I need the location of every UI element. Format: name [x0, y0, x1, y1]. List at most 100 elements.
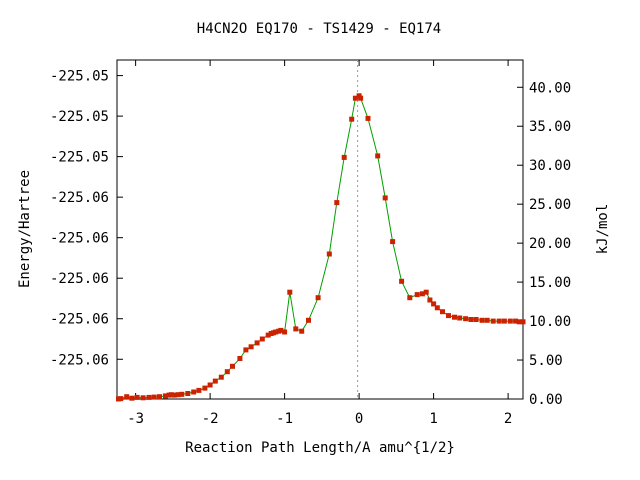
- data-point: [218, 374, 224, 380]
- data-point: [334, 200, 340, 206]
- data-point: [306, 317, 311, 323]
- data-point: [196, 387, 202, 393]
- data-point: [237, 356, 243, 361]
- data-point: [423, 289, 429, 295]
- data-point: [407, 295, 413, 301]
- data-point: [349, 116, 355, 122]
- data-point: [151, 394, 157, 400]
- x-tick-label: -1: [276, 411, 293, 427]
- data-point: [457, 315, 463, 321]
- chart-title: H4CN2O EQ170 - TS1429 - EQ174: [197, 21, 441, 37]
- data-point: [273, 329, 279, 335]
- data-point: [479, 317, 485, 323]
- x-tick-label: -2: [202, 411, 219, 427]
- data-point: [516, 319, 522, 325]
- data-point: [175, 392, 181, 398]
- data-point: [168, 392, 174, 398]
- left-tick-label: -225.05: [50, 150, 109, 166]
- x-tick-label: 0: [355, 411, 363, 427]
- data-point: [352, 95, 358, 101]
- data-point: [179, 391, 185, 397]
- series-line: [118, 95, 523, 400]
- data-point: [230, 363, 235, 369]
- left-tick-label: -225.06: [50, 352, 109, 368]
- left-tick-label: -225.06: [50, 312, 109, 328]
- data-point: [473, 317, 479, 322]
- data-point: [254, 340, 260, 346]
- data-point: [520, 319, 526, 325]
- x-tick-label: 1: [429, 411, 437, 427]
- left-tick-label: -225.06: [50, 231, 109, 247]
- left-tick-label: -225.06: [50, 271, 109, 287]
- data-point: [326, 251, 332, 257]
- data-point: [265, 332, 271, 338]
- data-point: [358, 95, 364, 101]
- data-point: [129, 395, 135, 401]
- right-kjmol-axis: 40.00 35.00 30.00 25.00 20.00 15.00 10.00 5.00 0…: [517, 80, 571, 408]
- data-point: [315, 295, 321, 301]
- right-tick-label: 20.00: [529, 236, 571, 252]
- data-point: [446, 313, 451, 319]
- data-point: [140, 395, 146, 401]
- data-point: [212, 378, 218, 384]
- data-point: [248, 344, 254, 350]
- x-axis-label: Reaction Path Length/A amu^{1/2}: [185, 440, 455, 456]
- data-point: [341, 154, 347, 160]
- data-point: [440, 309, 445, 315]
- data-point: [513, 318, 519, 324]
- x-tick-label: 2: [504, 411, 512, 427]
- data-point: [202, 385, 208, 391]
- data-point: [419, 291, 425, 297]
- data-point: [452, 314, 457, 320]
- data-point: [293, 326, 299, 332]
- right-tick-label: 5.00: [529, 353, 563, 369]
- data-point: [496, 318, 502, 324]
- right-tick-label: 40.00: [529, 80, 571, 96]
- data-point: [399, 278, 405, 284]
- left-y-axis-label: Energy/Hartree: [17, 170, 33, 288]
- data-point: [146, 394, 152, 400]
- data-point: [243, 347, 249, 353]
- data-point-markers: [116, 93, 526, 402]
- data-point: [382, 195, 388, 201]
- data-point: [507, 318, 513, 324]
- left-energy-axis: -225.05 -225.05 -225.05 -225.06 -225.06 -225.…: [50, 69, 123, 368]
- x-axis: -3 -2 -1 0 1 2: [127, 60, 512, 427]
- x-tick-label: -3: [127, 411, 144, 427]
- data-point: [431, 301, 437, 307]
- left-tick-label: -225.05: [50, 69, 109, 85]
- data-point: [468, 317, 474, 322]
- data-point: [134, 394, 140, 400]
- data-point: [118, 396, 124, 402]
- data-point: [224, 369, 230, 375]
- data-point: [287, 289, 293, 295]
- data-point: [390, 239, 396, 245]
- data-point: [463, 316, 469, 322]
- data-point: [171, 392, 177, 398]
- data-point: [185, 391, 191, 396]
- left-tick-label: -225.06: [50, 190, 109, 206]
- data-point: [207, 382, 213, 388]
- right-tick-label: 10.00: [529, 314, 571, 330]
- data-point: [490, 318, 496, 324]
- plot-frame: [116, 59, 524, 400]
- data-point: [427, 297, 433, 303]
- data-point: [299, 328, 305, 334]
- right-tick-label: 0.00: [529, 392, 563, 408]
- data-point: [501, 318, 507, 324]
- data-point: [259, 336, 265, 342]
- left-tick-label: -225.05: [50, 109, 109, 125]
- data-point: [278, 327, 284, 333]
- right-y-axis-label: kJ/mol: [595, 204, 611, 255]
- data-point: [434, 305, 440, 311]
- right-tick-label: 35.00: [529, 119, 571, 135]
- data-point: [282, 329, 288, 335]
- data-point: [375, 153, 381, 159]
- right-tick-label: 25.00: [529, 197, 571, 213]
- data-point: [124, 394, 130, 400]
- right-tick-label: 15.00: [529, 275, 571, 291]
- data-point: [162, 393, 168, 399]
- data-point: [157, 394, 162, 400]
- data-point: [484, 317, 490, 323]
